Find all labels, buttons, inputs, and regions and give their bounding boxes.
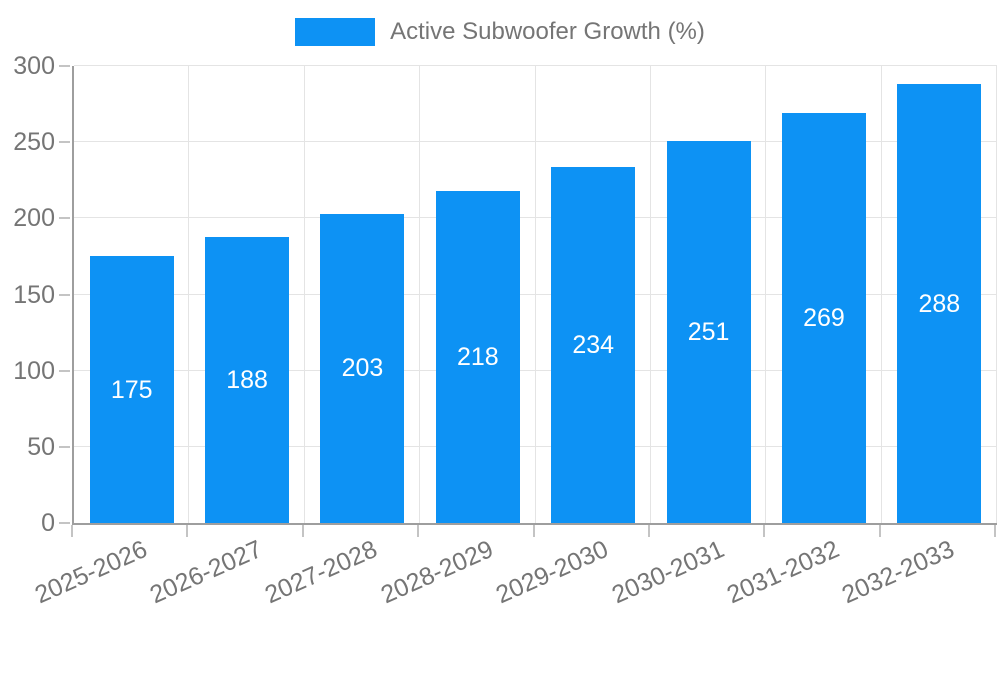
x-gridline — [303, 66, 305, 523]
bar-value-label: 188 — [226, 365, 268, 394]
bar-value-label: 251 — [687, 317, 730, 346]
bar-2032-2033[interactable] — [897, 84, 982, 523]
x-gridline — [996, 66, 997, 523]
y-tick-label: 300 — [13, 52, 55, 80]
y-tick-label: 150 — [13, 280, 55, 309]
bar-value-label: 269 — [803, 304, 845, 333]
x-tick-mark — [878, 525, 881, 537]
bar-value-label: 288 — [918, 289, 961, 318]
bar-2025-2026[interactable] — [89, 256, 174, 523]
y-gridline — [74, 293, 997, 295]
x-tick-mark — [301, 525, 304, 537]
x-tick-mark — [647, 525, 650, 537]
y-tick-label: 200 — [13, 204, 55, 233]
y-gridline — [74, 445, 997, 447]
x-gridline — [419, 66, 421, 523]
y-tick-mark — [59, 141, 70, 144]
legend-swatch — [295, 18, 376, 46]
y-tick-mark — [59, 445, 70, 448]
x-gridline — [880, 66, 882, 523]
x-gridline — [765, 66, 767, 523]
y-gridline — [74, 217, 997, 219]
bar-chart: Active Subwoofer Growth (%) 175 188 203 218… — [0, 18, 1000, 610]
bar-2029-2030[interactable] — [551, 166, 636, 523]
y-gridline — [74, 141, 997, 143]
bar-2026-2027[interactable] — [205, 236, 290, 523]
y-tick-mark — [59, 217, 70, 220]
legend[interactable]: Active Subwoofer Growth (%) — [0, 18, 1000, 46]
bar-2031-2032[interactable] — [781, 113, 866, 523]
bar-2028-2029[interactable] — [435, 190, 520, 523]
x-tick-mark — [186, 525, 189, 537]
y-tick-mark — [59, 293, 70, 296]
y-gridline — [74, 369, 997, 371]
legend-label: Active Subwoofer Growth (%) — [390, 18, 705, 45]
y-tick-mark — [59, 369, 70, 372]
bar-2030-2031[interactable] — [666, 140, 751, 523]
y-tick-label: 0 — [41, 509, 55, 537]
y-tick-label: 250 — [13, 128, 55, 157]
bar-value-label: 175 — [110, 375, 153, 404]
x-gridline — [534, 66, 536, 523]
y-gridline — [74, 65, 997, 66]
x-tick-mark — [763, 525, 766, 537]
y-tick-mark — [59, 522, 70, 524]
bar-value-label: 234 — [572, 330, 615, 359]
bar-2027-2028[interactable] — [320, 213, 405, 523]
x-gridline — [649, 66, 651, 523]
y-tick-label: 100 — [13, 356, 55, 385]
x-tick-mark — [417, 525, 420, 537]
bar-value-label: 218 — [456, 342, 499, 371]
y-tick-label: 50 — [27, 432, 55, 461]
x-tick-mark — [532, 525, 535, 537]
x-tick-mark — [71, 525, 73, 537]
bar-value-label: 203 — [341, 354, 384, 383]
x-gridline — [188, 66, 190, 523]
plot-area: 175 188 203 218 234 251 269 288 — [72, 65, 997, 525]
y-tick-mark — [59, 65, 70, 67]
x-tick-mark — [994, 525, 996, 537]
